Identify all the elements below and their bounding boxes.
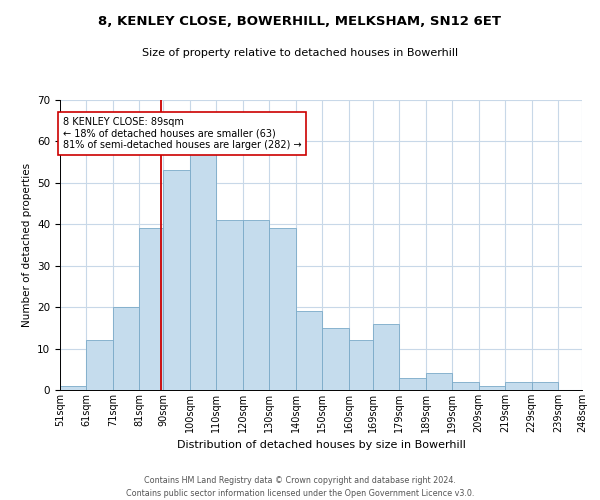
Text: Size of property relative to detached houses in Bowerhill: Size of property relative to detached ho… [142, 48, 458, 58]
Bar [60, 386, 86, 390]
Bar [243, 220, 269, 390]
Bar [399, 378, 425, 390]
Bar [113, 307, 139, 390]
Bar [269, 228, 296, 390]
Bar [425, 374, 452, 390]
Bar [349, 340, 373, 390]
Bar [86, 340, 113, 390]
Bar [296, 312, 322, 390]
Bar [217, 220, 243, 390]
Bar [373, 324, 399, 390]
Y-axis label: Number of detached properties: Number of detached properties [22, 163, 32, 327]
Bar [190, 154, 217, 390]
Text: Contains HM Land Registry data © Crown copyright and database right 2024.
Contai: Contains HM Land Registry data © Crown c… [126, 476, 474, 498]
Text: 8 KENLEY CLOSE: 89sqm
← 18% of detached houses are smaller (63)
81% of semi-deta: 8 KENLEY CLOSE: 89sqm ← 18% of detached … [62, 116, 301, 150]
Bar [163, 170, 190, 390]
Bar [322, 328, 349, 390]
X-axis label: Distribution of detached houses by size in Bowerhill: Distribution of detached houses by size … [176, 440, 466, 450]
Bar [505, 382, 532, 390]
Bar [479, 386, 505, 390]
Bar [532, 382, 558, 390]
Bar [452, 382, 479, 390]
Text: 8, KENLEY CLOSE, BOWERHILL, MELKSHAM, SN12 6ET: 8, KENLEY CLOSE, BOWERHILL, MELKSHAM, SN… [98, 15, 502, 28]
Bar [139, 228, 163, 390]
